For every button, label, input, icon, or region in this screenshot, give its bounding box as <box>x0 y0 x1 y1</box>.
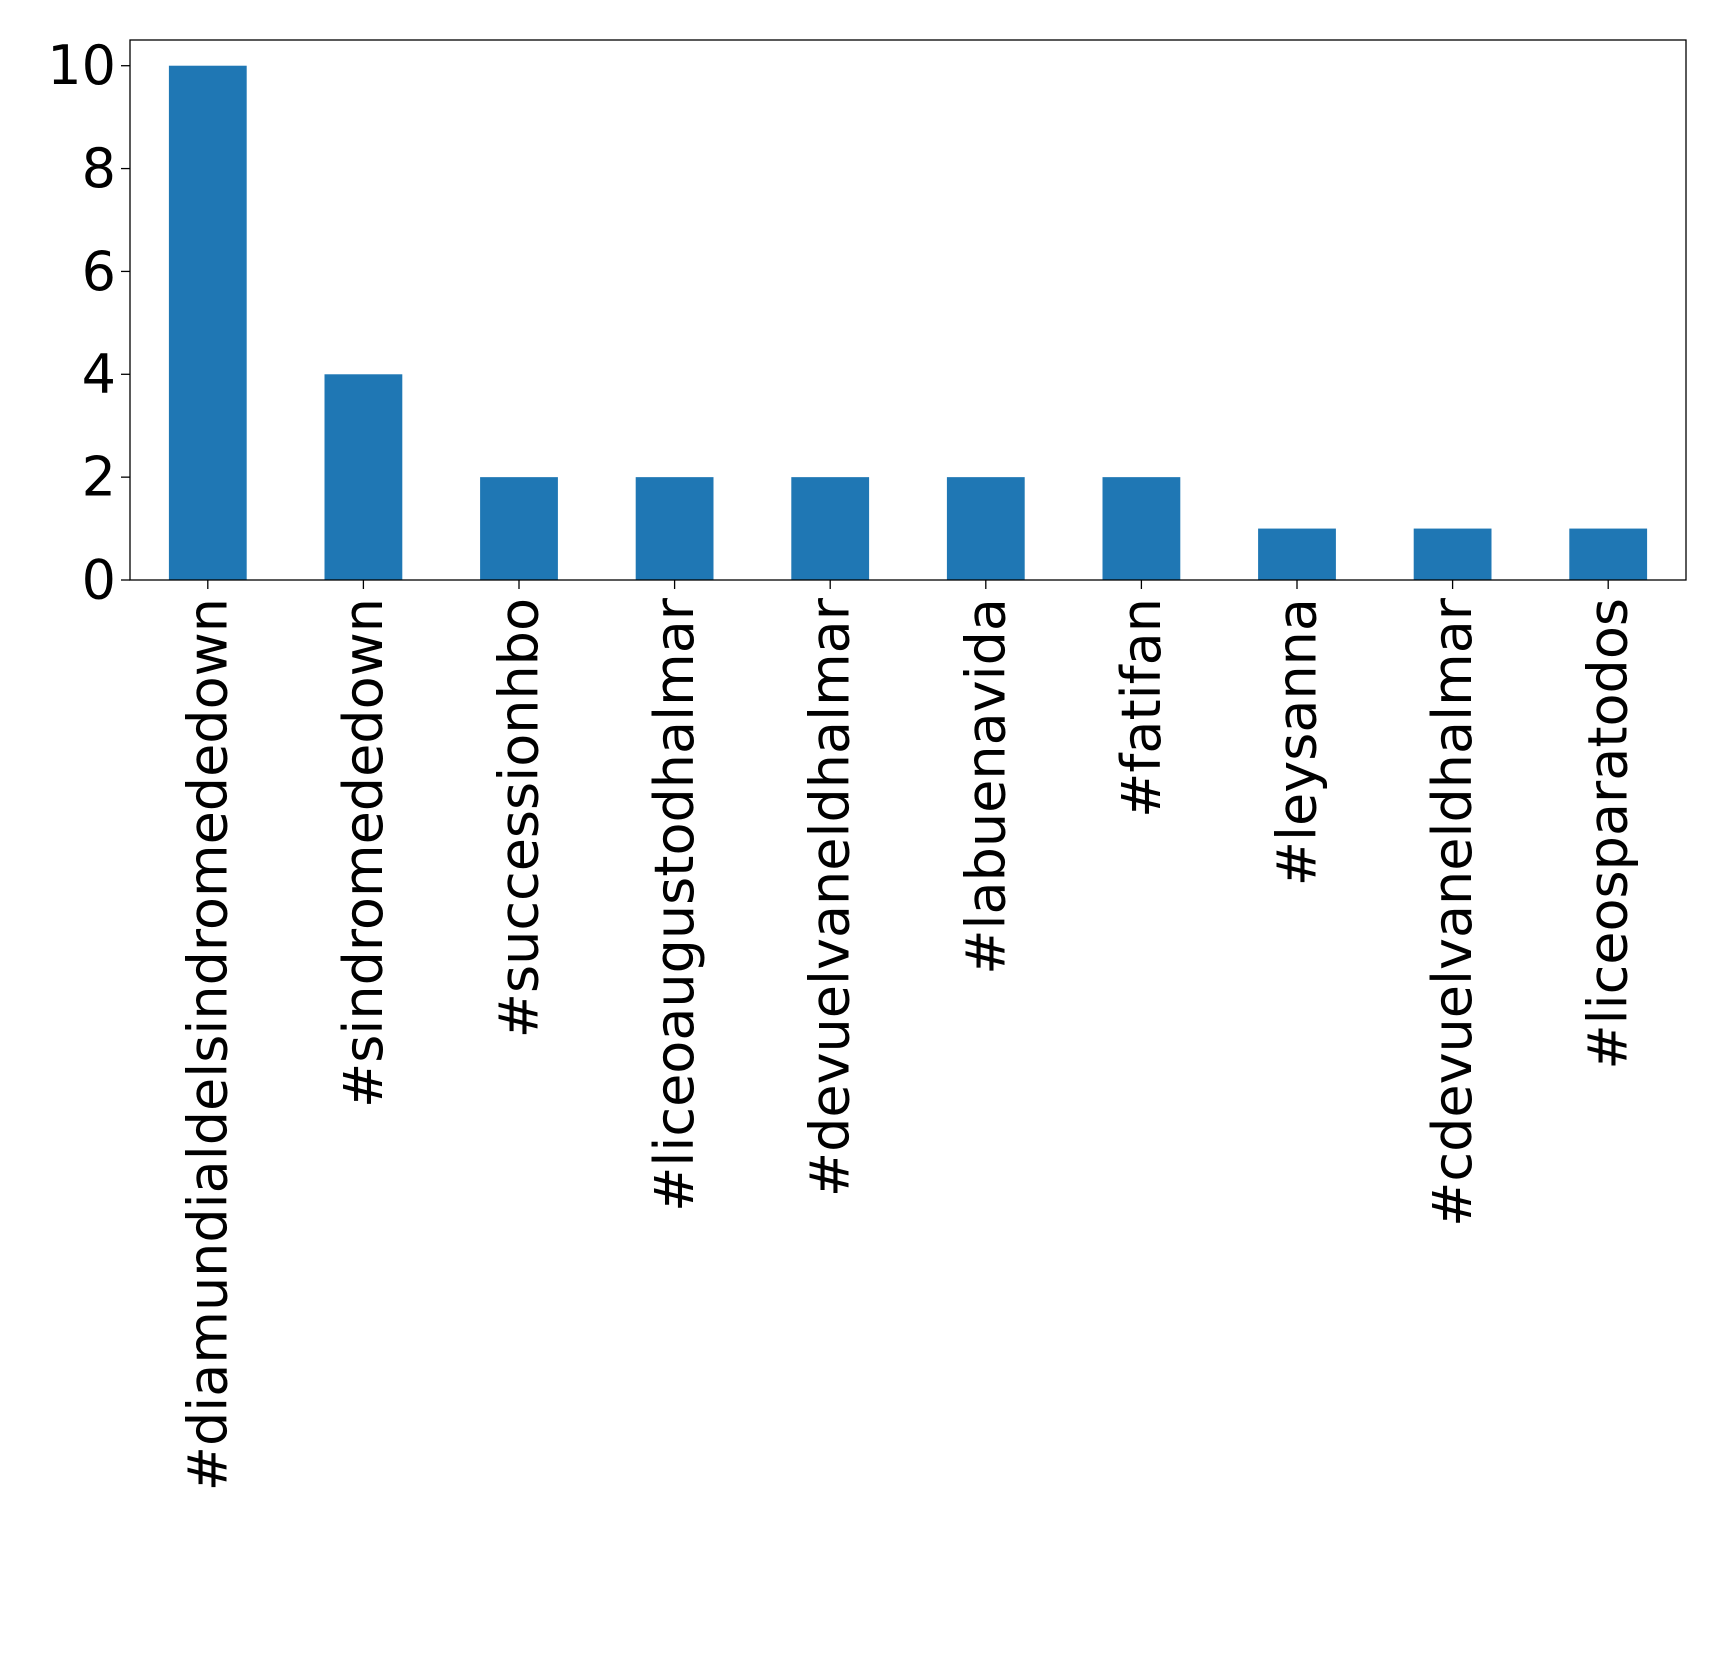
bars-group <box>168 65 1648 580</box>
bar-9 <box>1569 528 1648 580</box>
bar-0 <box>168 65 247 580</box>
y-axis: 0 2 4 6 8 10 <box>47 34 130 612</box>
x-tick-label-9: #liceosparatodos <box>1577 598 1640 1070</box>
x-tick-label-8: #cdevuelvaneldhalmar <box>1421 597 1484 1227</box>
bar-8 <box>1413 528 1492 580</box>
x-tick-label-1: #sindromededown <box>332 598 395 1108</box>
y-tick-label-5: 10 <box>47 34 116 97</box>
y-tick-label-2: 4 <box>82 343 116 406</box>
bar-2 <box>480 477 558 580</box>
y-tick-label-1: 2 <box>82 446 116 509</box>
y-tick-label-0: 0 <box>82 549 116 612</box>
y-tick-label-3: 6 <box>82 240 116 303</box>
x-tick-label-6: #fatifan <box>1110 598 1173 818</box>
x-tick-label-0: #diamundialdelsindromededown <box>176 598 239 1491</box>
x-tick-label-7: #leysanna <box>1266 598 1329 886</box>
bar-5 <box>946 477 1025 580</box>
bar-1 <box>324 374 403 580</box>
bar-7 <box>1258 528 1336 580</box>
x-tick-label-5: #labuenavida <box>954 598 1017 975</box>
y-tick-label-4: 8 <box>82 137 116 200</box>
bar-3 <box>635 477 714 580</box>
x-tick-label-3: #liceoaugustodhalmar <box>643 597 706 1212</box>
bar-6 <box>1102 477 1181 580</box>
x-tick-label-4: #devuelvaneldhalmar <box>799 597 862 1197</box>
x-tick-label-2: #successionhbo <box>488 598 551 1038</box>
plot-frame <box>129 39 1687 581</box>
x-axis: #diamundialdelsindromededown #sindromeded… <box>176 580 1640 1491</box>
bar-4 <box>791 477 870 580</box>
